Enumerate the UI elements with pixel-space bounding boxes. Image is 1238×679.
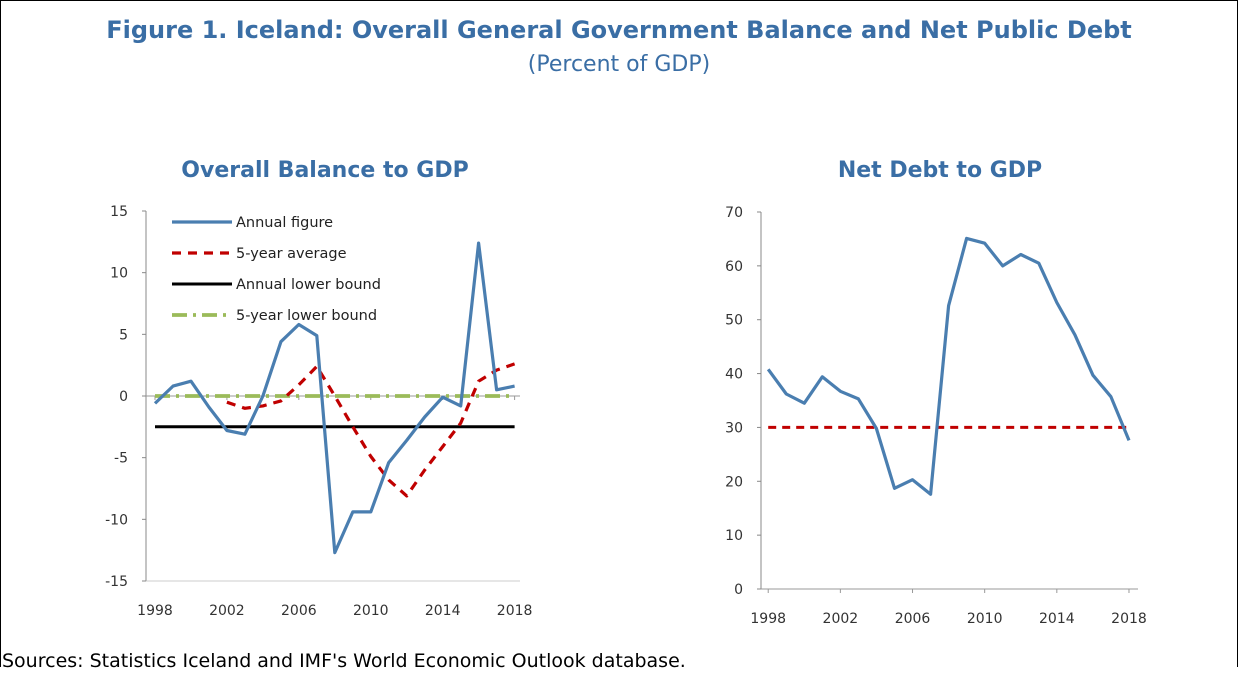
balance-series-5-year-average-line: [226, 362, 516, 498]
balance-x-tick-label: 2010: [353, 603, 389, 619]
figure-title: Figure 1. Iceland: Overall General Gover…: [106, 16, 1132, 44]
debt-y-tick-label: 20: [725, 474, 743, 490]
debt-series-net-debt-line: [766, 236, 1131, 496]
debt-x-tick-label: 2006: [895, 611, 931, 627]
legend-swatch-bg: [170, 244, 236, 262]
balance-x-tick-label: 1998: [137, 603, 173, 619]
debt-y-tick-label: 0: [734, 582, 743, 598]
debt-y-tick-label: 60: [725, 259, 743, 275]
balance-series-annual-figure-line: [153, 241, 515, 555]
balance-y-tick-label: 10: [110, 266, 128, 282]
legend-label: Annual figure: [236, 215, 333, 231]
balance-x-tick-label: 2018: [497, 603, 533, 619]
balance-y-tick-label: 15: [110, 204, 128, 220]
debt-y-tick-label: 70: [725, 205, 743, 221]
balance-y-tick-label: -15: [105, 574, 128, 590]
debt-x-tick-label: 2018: [1111, 611, 1147, 627]
debt-x-tick-label: 1998: [750, 611, 786, 627]
legend-label: Annual lower bound: [236, 277, 381, 293]
debt-x-tick-label: 2010: [967, 611, 1003, 627]
debt-y-tick-label: 10: [725, 528, 743, 544]
figure-subtitle: (Percent of GDP): [527, 52, 711, 77]
balance-y-tick-label: 5: [119, 327, 128, 343]
balance-x-tick-label: 2014: [425, 603, 461, 619]
debt-x-tick-label: 2014: [1039, 611, 1075, 627]
balance-y-tick-label: 0: [119, 389, 128, 405]
debt-y-tick-label: 50: [725, 313, 743, 329]
balance-chart-title: Overall Balance to GDP: [181, 158, 469, 183]
debt-y-tick-label: 30: [725, 420, 743, 436]
legend-label: 5-year average: [236, 246, 347, 262]
balance-x-tick-label: 2006: [281, 603, 317, 619]
balance-x-tick-label: 2002: [209, 603, 245, 619]
debt-y-tick-label: 40: [725, 367, 743, 383]
balance-y-tick-label: -10: [105, 512, 128, 528]
debt-chart-title: Net Debt to GDP: [837, 158, 1043, 183]
debt-x-tick-label: 2002: [823, 611, 859, 627]
balance-y-tick-label: -5: [114, 451, 128, 467]
legend-label: 5-year lower bound: [236, 308, 377, 324]
source-note: Sources: Statistics Iceland and IMF's Wo…: [2, 650, 686, 672]
